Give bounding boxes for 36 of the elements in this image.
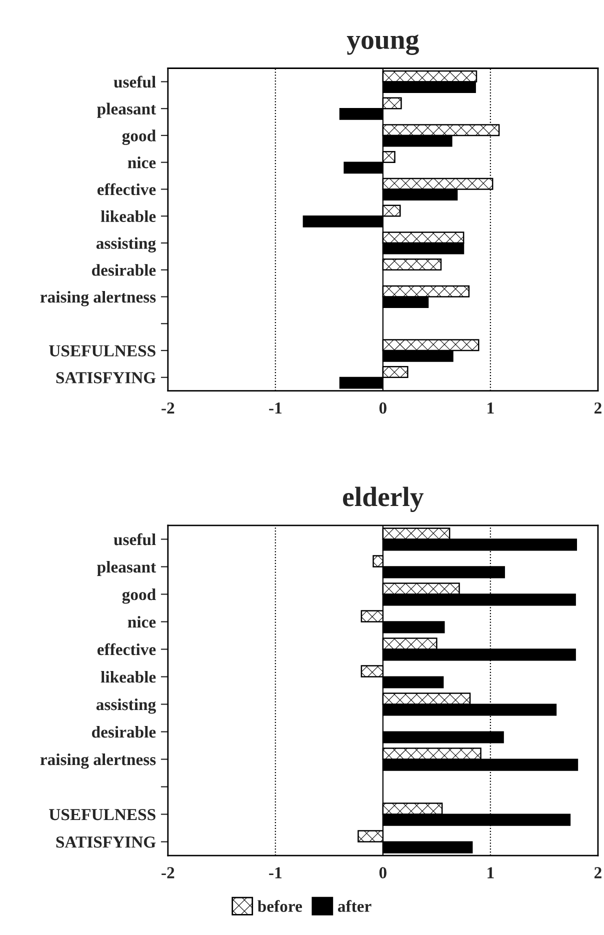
y-tick-label: effective [97, 643, 156, 656]
x-tick-label: 0 [379, 402, 386, 414]
y-tick-label: likeable [100, 670, 156, 683]
chart-title: elderly [343, 486, 424, 512]
x-tick-label: 0 [379, 867, 386, 878]
y-tick-label: assisting [96, 698, 156, 714]
x-tick-label: -1 [269, 867, 282, 878]
y-tick-label: USEFULNESS [49, 809, 156, 820]
y-tick-label: nice [128, 616, 156, 628]
legend-label: before [258, 900, 302, 912]
chart-title: young [346, 34, 419, 55]
y-tick-label: SATISFYING [56, 836, 156, 848]
y-tick-label: nice [128, 156, 156, 168]
y-tick-label: assisting [96, 237, 156, 252]
y-tick-label: good [122, 588, 156, 604]
y-tick-label: desirable [92, 726, 156, 738]
x-tick-label: 2 [594, 867, 602, 878]
y-tick-label: desirable [92, 264, 156, 276]
x-tick-label: 2 [594, 402, 602, 414]
x-tick-label: 1 [488, 867, 494, 878]
y-tick-label: useful [114, 76, 156, 88]
y-tick-label: SATISFYING [56, 372, 156, 384]
x-tick-label: -2 [162, 402, 174, 414]
y-tick-label: likeable [100, 210, 156, 222]
y-tick-label: effective [97, 183, 156, 196]
y-tick-label: raising alertness [40, 753, 156, 769]
y-tick-label: pleasant [97, 102, 156, 118]
y-tick-label: useful [114, 533, 156, 546]
x-tick-label: -1 [269, 402, 282, 414]
y-tick-label: pleasant [97, 560, 156, 576]
y-tick-label: raising alertness [40, 290, 156, 306]
y-tick-label: good [122, 130, 156, 145]
x-tick-label: 1 [488, 402, 494, 414]
legend-label: after [338, 900, 372, 912]
y-tick-label: USEFULNESS [49, 345, 156, 356]
x-tick-label: -2 [162, 867, 174, 878]
